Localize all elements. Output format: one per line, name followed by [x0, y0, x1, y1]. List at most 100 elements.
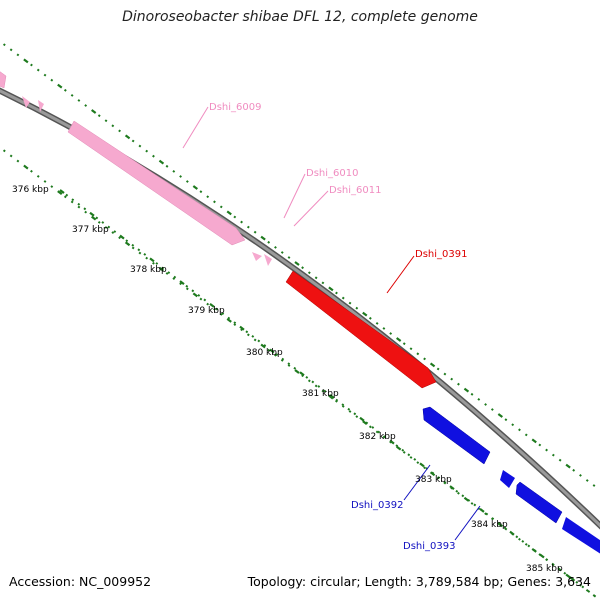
track-dash — [161, 266, 165, 270]
track-dash — [158, 159, 165, 165]
gene-arrow-dshi-6009[interactable] — [67, 120, 246, 246]
track-dash — [191, 289, 195, 293]
tick-label-376: 376 kbp — [12, 185, 49, 195]
track-dash — [558, 568, 562, 572]
track-dash — [70, 200, 74, 204]
track-dash — [118, 129, 121, 133]
gene-arrow-dshi-0391[interactable] — [285, 270, 437, 389]
track-dash — [36, 68, 40, 72]
track-dash — [538, 443, 542, 447]
track-dash — [138, 144, 142, 148]
genome-summary-text: Topology: circular; Length: 3,789,584 bp… — [247, 574, 591, 589]
track-dash — [125, 239, 129, 243]
track-dash — [226, 318, 232, 323]
track-dash — [587, 590, 591, 593]
track-dash — [209, 303, 215, 308]
track-dash — [443, 372, 447, 376]
track-dash — [219, 312, 223, 316]
track-dash — [253, 230, 257, 234]
track-dash — [59, 189, 65, 194]
genome-backbone-highlight — [0, 89, 600, 528]
track-dash — [206, 302, 210, 306]
gene-arrow-small-1[interactable] — [22, 96, 30, 108]
track-dash — [294, 261, 300, 266]
track-dash — [341, 403, 345, 407]
track-dash — [323, 389, 327, 393]
track-dash — [383, 435, 387, 439]
track-dash — [389, 439, 395, 445]
track-dash — [57, 83, 63, 89]
track-dash — [274, 353, 277, 357]
track-dash — [353, 412, 357, 416]
track-dash — [206, 195, 210, 199]
track-dash — [407, 453, 411, 457]
gene-arrow-small-2[interactable] — [38, 100, 44, 112]
track-dash — [119, 234, 125, 240]
track-dash — [455, 489, 459, 493]
track-dash — [504, 418, 508, 422]
gene-arrow-small-blue[interactable] — [500, 470, 515, 488]
track-dash — [557, 567, 561, 571]
track-dash — [335, 291, 338, 295]
track-dash — [287, 364, 291, 367]
track-dash — [575, 580, 579, 584]
track-dash — [524, 542, 528, 546]
track-dash — [301, 266, 304, 270]
gene-features — [0, 68, 600, 560]
gene-label-dshi-0391[interactable]: Dshi_0391 — [415, 249, 467, 260]
gene-label-dshi-6010[interactable]: Dshi_6010 — [306, 168, 358, 179]
tick-label-380: 380 kbp — [246, 348, 283, 358]
gene-arrow-dshi-6011[interactable] — [264, 254, 272, 266]
gene-label-dshi-6009[interactable]: Dshi_6009 — [209, 102, 261, 113]
gene-arrow-partial[interactable] — [0, 68, 7, 89]
dotted-tracks — [2, 43, 597, 598]
track-dash — [511, 423, 515, 427]
tick-label-379: 379 kbp — [188, 306, 225, 316]
track-dash — [572, 468, 576, 472]
track-dash — [246, 333, 250, 337]
track-dash — [267, 348, 271, 352]
track-dash — [470, 502, 474, 505]
gene-arrow-partial-blue[interactable] — [562, 517, 600, 560]
track-dash — [50, 185, 54, 189]
track-dash — [240, 328, 243, 332]
gene-arrow-dshi-0393[interactable] — [515, 481, 563, 524]
track-dash — [581, 585, 585, 589]
tick-label-378: 378 kbp — [130, 265, 167, 275]
gene-arrow-dshi-0392[interactable] — [422, 406, 491, 465]
track-dash — [172, 277, 176, 281]
track-dash — [569, 576, 575, 582]
track-dash — [124, 134, 131, 140]
track-dash — [118, 236, 121, 240]
track-dash — [527, 544, 531, 548]
track-dash — [341, 404, 345, 408]
track-dash — [199, 297, 203, 301]
track-dash — [43, 73, 47, 77]
track-dash — [84, 104, 88, 107]
track-dash — [155, 262, 159, 265]
track-dash — [185, 284, 189, 288]
track-dash — [368, 425, 372, 429]
track-dash — [431, 471, 435, 475]
track-dash — [457, 491, 460, 495]
track-dash — [137, 248, 141, 252]
track-dash — [314, 384, 318, 388]
track-dash — [246, 225, 250, 229]
track-dash — [497, 521, 501, 525]
track-dash — [307, 271, 311, 275]
track-dash — [321, 389, 325, 393]
track-dash — [402, 342, 406, 346]
track-dash — [138, 251, 142, 255]
track-dash — [275, 353, 279, 357]
track-dash — [233, 215, 237, 219]
gene-label-dshi-0392[interactable]: Dshi_0392 — [351, 500, 403, 511]
gene-label-dshi-0393[interactable]: Dshi_0393 — [403, 541, 455, 552]
track-dash — [219, 205, 223, 209]
gene-label-dshi-6011[interactable]: Dshi_6011 — [329, 185, 381, 196]
gene-arrow-dshi-6010[interactable] — [252, 252, 262, 261]
track-dash — [416, 461, 420, 465]
track-dash — [585, 588, 589, 592]
track-dash — [355, 415, 359, 419]
track-dash — [9, 154, 13, 158]
